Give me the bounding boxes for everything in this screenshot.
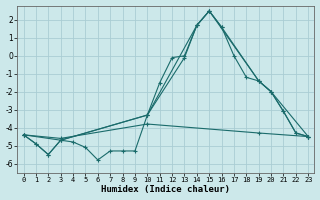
X-axis label: Humidex (Indice chaleur): Humidex (Indice chaleur) bbox=[101, 185, 230, 194]
